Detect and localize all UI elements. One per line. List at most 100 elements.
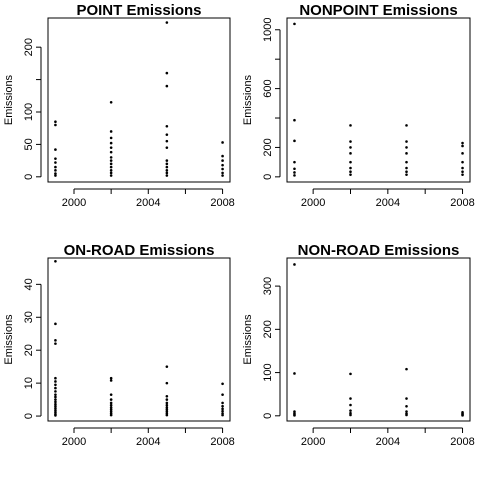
y-tick-label: 50 — [23, 138, 35, 150]
data-point — [109, 406, 113, 409]
data-point — [54, 404, 57, 408]
x-tick-label: 2004 — [136, 197, 160, 209]
data-point — [54, 161, 57, 164]
data-point — [349, 413, 352, 417]
data-point — [349, 152, 352, 155]
y-tick-label: 10 — [23, 377, 35, 389]
data-point — [461, 152, 464, 155]
data-point — [405, 173, 408, 176]
panel-1: POINT Emissions 2000 2004 2008 0 50 100 200 Emis… — [3, 2, 235, 209]
data-point — [109, 174, 113, 177]
data-point — [461, 173, 464, 176]
plot-frame — [286, 17, 471, 183]
plot-frame — [47, 17, 231, 183]
data-point — [165, 401, 169, 405]
data-point — [221, 404, 224, 408]
data-point — [349, 160, 352, 164]
data-point — [293, 372, 296, 375]
data-point — [221, 409, 224, 413]
x-tick-label: 2000 — [62, 197, 86, 209]
y-tick-label: 0 — [23, 174, 35, 180]
data-point — [165, 146, 169, 149]
data-point — [165, 139, 169, 143]
panel-2: NONPOINT Emissions 2000 2004 2008 0 200 600 100… — [242, 2, 475, 209]
x-tick-label: 2004 — [376, 197, 400, 209]
data-point — [349, 166, 352, 170]
data-point — [54, 165, 57, 169]
data-point — [109, 393, 113, 396]
data-point — [405, 404, 408, 408]
data-point — [109, 403, 113, 407]
data-point — [165, 410, 169, 413]
panel-3: ON-ROAD Emissions 2000 2004 2008 0 10 20 30 40 Em… — [3, 242, 235, 448]
data-point — [293, 139, 296, 143]
y-tick-label: 30 — [23, 311, 35, 323]
data-point — [405, 413, 408, 417]
data-point — [54, 408, 57, 412]
data-point — [461, 166, 464, 170]
data-point — [54, 157, 57, 160]
data-point — [109, 130, 113, 133]
data-point — [109, 401, 113, 405]
data-point — [109, 410, 113, 413]
data-point — [109, 156, 113, 159]
data-point — [293, 22, 296, 26]
data-point — [109, 408, 113, 411]
data-point — [349, 124, 352, 127]
data-point — [349, 140, 352, 143]
y-tick-label: 100 — [23, 103, 35, 121]
data-point — [165, 133, 169, 136]
data-point — [54, 414, 57, 417]
panel-title: POINT Emissions — [76, 2, 201, 19]
y-tick-label: 0 — [23, 413, 35, 419]
data-point — [221, 167, 224, 171]
data-point — [54, 123, 57, 127]
data-point — [165, 406, 169, 409]
data-point — [109, 398, 113, 401]
data-point — [54, 386, 57, 390]
data-point — [109, 165, 113, 169]
data-point — [109, 150, 113, 154]
data-point — [165, 124, 169, 128]
data-point — [54, 174, 57, 177]
data-point — [221, 413, 224, 417]
data-point — [165, 162, 169, 166]
data-point — [109, 141, 113, 145]
data-point — [165, 174, 169, 177]
data-point — [221, 382, 224, 386]
data-point — [54, 400, 57, 404]
plot-frame — [286, 257, 471, 422]
data-point — [54, 380, 57, 383]
y-tick-label: 300 — [262, 277, 274, 295]
data-point — [405, 397, 408, 400]
data-point — [54, 376, 57, 380]
data-point — [405, 160, 408, 164]
data-point — [221, 393, 224, 396]
y-tick-label: 20 — [23, 344, 35, 356]
data-point — [165, 169, 169, 172]
data-point — [461, 141, 464, 145]
data-point — [349, 397, 352, 400]
y-tick-label: 1000 — [262, 18, 274, 42]
data-point — [165, 21, 169, 24]
panel-title: NON-ROAD Emissions — [298, 242, 460, 259]
data-point — [165, 408, 169, 411]
data-point — [109, 413, 113, 417]
y-axis-label: Emissions — [3, 74, 15, 125]
x-tick-label: 2000 — [62, 436, 86, 448]
data-point — [54, 342, 57, 345]
data-point — [165, 381, 169, 385]
y-axis-label: Emissions — [3, 314, 15, 365]
data-point — [405, 140, 408, 143]
data-point — [461, 160, 464, 164]
x-tick-label: 2000 — [301, 197, 325, 209]
data-point — [293, 174, 296, 177]
x-tick-label: 2008 — [210, 197, 234, 209]
y-tick-label: 200 — [262, 138, 274, 156]
data-point — [54, 120, 57, 124]
data-point — [54, 259, 57, 263]
x-tick-label: 2004 — [136, 436, 160, 448]
data-point — [109, 146, 113, 149]
data-point — [293, 263, 296, 266]
data-point — [221, 174, 224, 177]
